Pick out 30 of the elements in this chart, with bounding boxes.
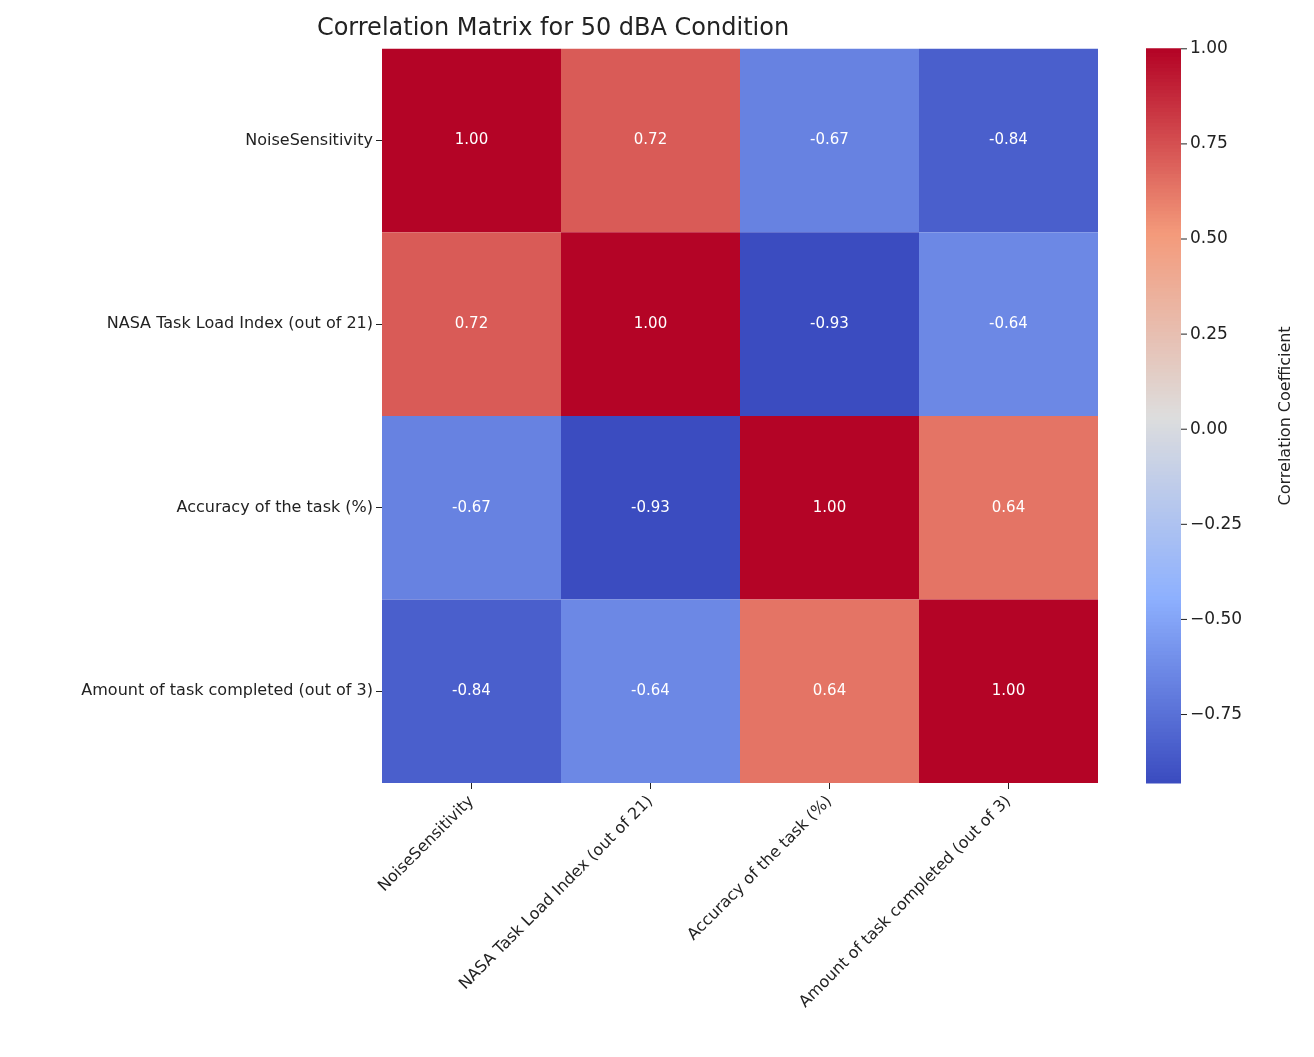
data-label: 1.00: [454, 130, 489, 149]
data-label: 0.64: [812, 681, 847, 700]
data-label: 1.00: [812, 497, 847, 516]
data-label: 1.00: [991, 681, 1026, 700]
data-label: -0.67: [810, 130, 849, 149]
color-bar-label: −0.50: [1190, 607, 1243, 628]
color-bar-label: −0.25: [1190, 512, 1243, 533]
data-label: 0.72: [633, 130, 668, 149]
y-tick-label: NoiseSensitivity: [245, 129, 373, 149]
y-tick-label: NASA Task Load Index (out of 21): [106, 313, 373, 333]
data-label: -0.64: [989, 314, 1028, 333]
color-bar-label: 0.25: [1190, 322, 1228, 343]
data-label: 0.72: [454, 314, 489, 333]
data-label: -0.84: [989, 130, 1028, 149]
data-label: -0.93: [631, 497, 670, 516]
color-bar-label: −0.75: [1190, 702, 1243, 723]
data-label: 0.64: [991, 497, 1026, 516]
color-bar-label: 1.00: [1190, 37, 1228, 58]
y-tick-label: Amount of task completed (out of 3): [81, 680, 373, 700]
color-bar-label: 0.50: [1190, 227, 1228, 248]
color-bar-title: Correlation Coefficient: [1275, 326, 1295, 506]
y-tick-label: Accuracy of the task (%): [176, 496, 373, 516]
data-label: -0.84: [452, 681, 491, 700]
data-label: 1.00: [633, 314, 668, 333]
data-label: -0.67: [452, 497, 491, 516]
color-bar-label: 0.75: [1190, 132, 1228, 153]
data-label: -0.64: [631, 681, 670, 700]
color-bar-label: 0.00: [1190, 417, 1228, 438]
data-label: -0.93: [810, 314, 849, 333]
chart-title: Correlation Matrix for 50 dBA Condition: [316, 12, 790, 41]
